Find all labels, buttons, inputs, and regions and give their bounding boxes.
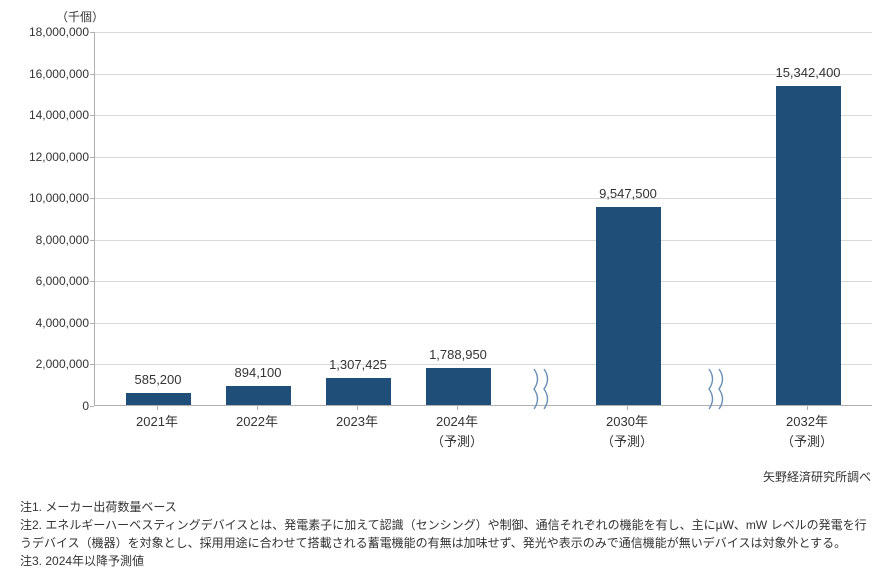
footnotes: 注1. メーカー出荷数量ベース 注2. エネルギーハーベスティングデバイスとは、…: [20, 498, 873, 570]
gridline: [95, 115, 872, 116]
bar-value-label: 894,100: [235, 365, 282, 380]
y-tick-mark: [90, 323, 94, 324]
chart-plot-area: 585,200 894,100 1,307,425 1,788,950 9,547,50…: [94, 32, 872, 406]
axis-break-icon: [706, 367, 730, 411]
x-tick-label: 2022年: [236, 412, 278, 432]
y-tick-mark: [90, 406, 94, 407]
y-tick-mark: [90, 364, 94, 365]
y-tick-label: 14,000,000: [9, 108, 89, 122]
y-tick-mark: [90, 281, 94, 282]
footnote-1: 注1. メーカー出荷数量ベース: [20, 498, 873, 516]
footnote-3: 注3. 2024年以降予測値: [20, 552, 873, 570]
gridline: [95, 157, 872, 158]
bar: [596, 207, 661, 405]
x-tick-mark: [807, 406, 808, 410]
bar: [326, 378, 391, 405]
footnote-2: 注2. エネルギーハーベスティングデバイスとは、発電素子に加えて認識（センシング…: [20, 516, 873, 552]
y-tick-label: 12,000,000: [9, 150, 89, 164]
y-tick-label: 10,000,000: [9, 191, 89, 205]
axis-break-icon: [531, 367, 555, 411]
x-tick-label: 2024年（予測）: [431, 412, 483, 451]
bar: [426, 368, 491, 405]
bar-value-label: 15,342,400: [775, 65, 840, 80]
y-tick-mark: [90, 157, 94, 158]
y-tick-label: 0: [9, 399, 89, 413]
gridline: [95, 74, 872, 75]
bar: [126, 393, 191, 405]
x-tick-mark: [157, 406, 158, 410]
bar-value-label: 1,788,950: [429, 347, 487, 362]
y-tick-mark: [90, 198, 94, 199]
y-tick-mark: [90, 32, 94, 33]
y-tick-label: 18,000,000: [9, 25, 89, 39]
y-axis-unit-label: （千個）: [56, 8, 104, 25]
y-tick-label: 6,000,000: [9, 274, 89, 288]
bar: [226, 386, 291, 405]
y-tick-label: 8,000,000: [9, 233, 89, 247]
gridline: [95, 323, 872, 324]
x-tick-label: 2030年（予測）: [601, 412, 653, 451]
gridline: [95, 364, 872, 365]
bar-value-label: 9,547,500: [599, 186, 657, 201]
x-tick-mark: [627, 406, 628, 410]
gridline: [95, 32, 872, 33]
bar-value-label: 585,200: [135, 372, 182, 387]
x-tick-mark: [257, 406, 258, 410]
y-tick-label: 4,000,000: [9, 316, 89, 330]
y-tick-label: 2,000,000: [9, 357, 89, 371]
gridline: [95, 240, 872, 241]
bar: [776, 86, 841, 405]
gridline: [95, 281, 872, 282]
bar-value-label: 1,307,425: [329, 357, 387, 372]
y-tick-mark: [90, 74, 94, 75]
x-tick-mark: [457, 406, 458, 410]
y-tick-mark: [90, 115, 94, 116]
x-tick-label: 2032年（予測）: [781, 412, 833, 451]
credit-text: 矢野経済研究所調べ: [763, 468, 871, 485]
x-tick-label: 2021年: [136, 412, 178, 432]
gridline: [95, 198, 872, 199]
x-tick-label: 2023年: [336, 412, 378, 432]
x-tick-mark: [357, 406, 358, 410]
y-tick-label: 16,000,000: [9, 67, 89, 81]
y-tick-mark: [90, 240, 94, 241]
